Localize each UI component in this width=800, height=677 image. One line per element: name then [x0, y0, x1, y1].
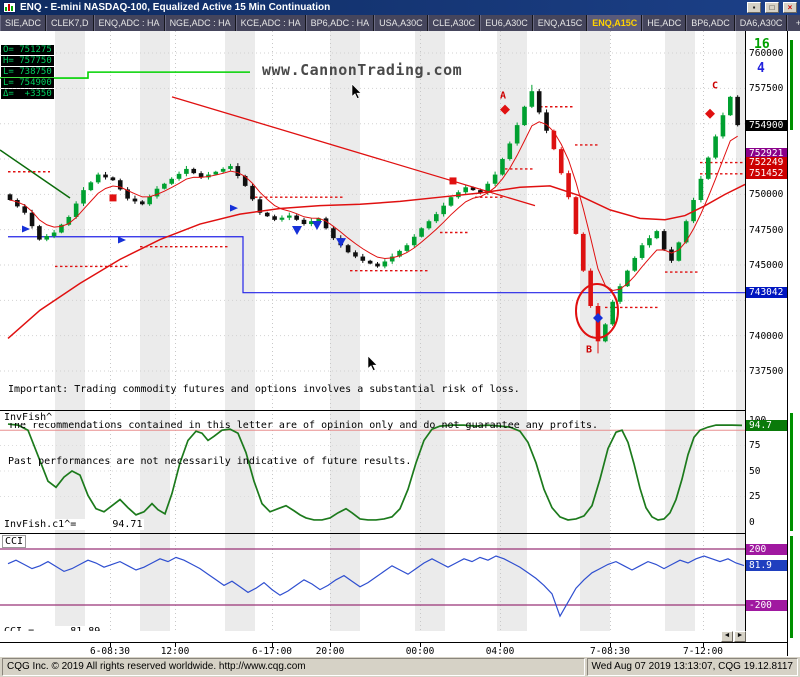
window-title: ENQ - E-mini NASDAQ-100, Equalized Activ…: [20, 2, 743, 13]
disclaimer-line: Past performances are not necessarily in…: [8, 456, 598, 468]
chart-icon: [3, 2, 16, 13]
cci-badge: -200: [746, 600, 787, 611]
tab-da6-a30c[interactable]: DA6,A30C: [735, 15, 788, 31]
status-bar: CQG Inc. © 2019 All rights reserved worl…: [0, 656, 800, 677]
edge-strip: [787, 31, 800, 656]
psar-dots: [8, 107, 745, 308]
tab-nge-adc-ha[interactable]: NGE,ADC : HA: [165, 15, 236, 31]
price-badge: 743042: [746, 287, 787, 298]
clock-text: Wed Aug 07 2019 13:13:07, CQG 19.12.8117: [587, 658, 798, 676]
cci-label: CCI: [2, 535, 26, 548]
horizontal-scrollbar[interactable]: ◄ ►: [0, 631, 746, 642]
candles: [8, 85, 740, 353]
invfish-tick-label: 25: [749, 491, 760, 502]
cci-panel[interactable]: [0, 533, 746, 631]
invfish-tick-label: 75: [749, 440, 760, 451]
invfish-value-badge: 94.7: [746, 420, 787, 431]
price-badge: 754900: [746, 120, 787, 131]
add-tab-button[interactable]: +: [787, 15, 800, 31]
ohlc-row: O= 751275: [1, 45, 54, 55]
price-tick-label: 737500: [749, 366, 783, 377]
invfish-tick-label: 0: [749, 517, 755, 528]
time-axis[interactable]: 6-08:3012:006-17:0020:0000:0004:007-08:3…: [0, 643, 746, 656]
cci-badge: 81.9: [746, 560, 787, 571]
tab-cle-a30c[interactable]: CLE,A30C: [428, 15, 481, 31]
tab-usa-a30c[interactable]: USA,A30C: [374, 15, 428, 31]
tab-clek7-d[interactable]: CLEK7,D: [46, 15, 94, 31]
disclaimer: Important: Trading commodity futures and…: [8, 360, 598, 492]
tab-bp6-adc[interactable]: BP6,ADC: [686, 15, 735, 31]
tab-bar: SIE,ADCCLEK7,DENQ,ADC : HANGE,ADC : HAKC…: [0, 15, 800, 31]
tab-bp6-adc-ha[interactable]: BP6,ADC : HA: [306, 15, 375, 31]
session-bands: [55, 31, 746, 410]
scroll-left-button[interactable]: ◄: [721, 631, 733, 642]
disclaimer-line: The recommendations contained in this le…: [8, 420, 598, 432]
ohlc-row: Δ= +3350: [1, 89, 54, 99]
ohlc-row: H= 757750: [1, 56, 54, 66]
panel-divider: [0, 533, 788, 534]
tab-enq-a15c[interactable]: ENQ,A15C: [587, 15, 642, 31]
price-tick-label: 760000: [749, 48, 783, 59]
scroll-right-button[interactable]: ►: [734, 631, 746, 642]
price-badge: 752249: [746, 157, 787, 168]
cci-line: [8, 556, 744, 616]
bars-count-blue: 4: [757, 61, 765, 76]
price-tick-label: 747500: [749, 225, 783, 236]
vertical-grid: [111, 533, 704, 631]
invfish-readout: InvFish.c1^= 94.71: [2, 519, 144, 530]
pin-button[interactable]: ▪: [747, 2, 761, 13]
title-bar[interactable]: ENQ - E-mini NASDAQ-100, Equalized Activ…: [0, 0, 800, 15]
invfish-tick-label: 50: [749, 466, 760, 477]
close-button[interactable]: ×: [783, 2, 797, 13]
session-bands: [55, 533, 746, 631]
copyright-text: CQG Inc. © 2019 All rights reserved worl…: [2, 658, 585, 676]
ohlc-row: L= 738750: [1, 67, 54, 77]
price-tick-label: 740000: [749, 331, 783, 342]
activity-bar: [790, 40, 793, 130]
activity-bar: [790, 536, 793, 638]
annotation-letter: C: [712, 80, 718, 91]
ohlc-row: L= 754900: [1, 78, 54, 88]
tab-eu6-a30c[interactable]: EU6,A30C: [480, 15, 533, 31]
tab-enq-adc-ha[interactable]: ENQ,ADC : HA: [94, 15, 165, 31]
price-grid: [0, 53, 745, 371]
maximize-button[interactable]: □: [765, 2, 779, 13]
price-axis[interactable]: 16 4 76000075750075000074750074500074000…: [746, 31, 787, 642]
moving-averages: [8, 97, 745, 339]
tab-he-adc[interactable]: HE,ADC: [642, 15, 686, 31]
chart-region: A B C O= 751275H= 757750L= 738750L= 754900…: [0, 31, 800, 656]
cqg-window: ENQ - E-mini NASDAQ-100, Equalized Activ…: [0, 0, 800, 677]
tab-enq-a15c[interactable]: ENQ,A15C: [533, 15, 588, 31]
price-tick-label: 750000: [749, 189, 783, 200]
annotation-letter: B: [586, 345, 592, 356]
watermark: www.CannonTrading.com: [262, 61, 462, 79]
cci-badge: 200: [746, 544, 787, 555]
price-chart[interactable]: A B C: [0, 31, 746, 410]
price-tick-label: 757500: [749, 83, 783, 94]
ohlc-readout: O= 751275H= 757750L= 738750L= 754900Δ= +…: [1, 45, 54, 100]
price-badge: 751452: [746, 168, 787, 179]
annotation-letter: A: [500, 90, 506, 101]
tab-kce-adc-ha[interactable]: KCE,ADC : HA: [236, 15, 306, 31]
tab-sie-adc[interactable]: SIE,ADC: [0, 15, 46, 31]
invfish-label: InvFish^: [2, 412, 54, 423]
activity-bar: [790, 413, 793, 531]
vertical-grid: [111, 31, 704, 410]
price-tick-label: 745000: [749, 260, 783, 271]
disclaimer-line: Important: Trading commodity futures and…: [8, 384, 598, 396]
